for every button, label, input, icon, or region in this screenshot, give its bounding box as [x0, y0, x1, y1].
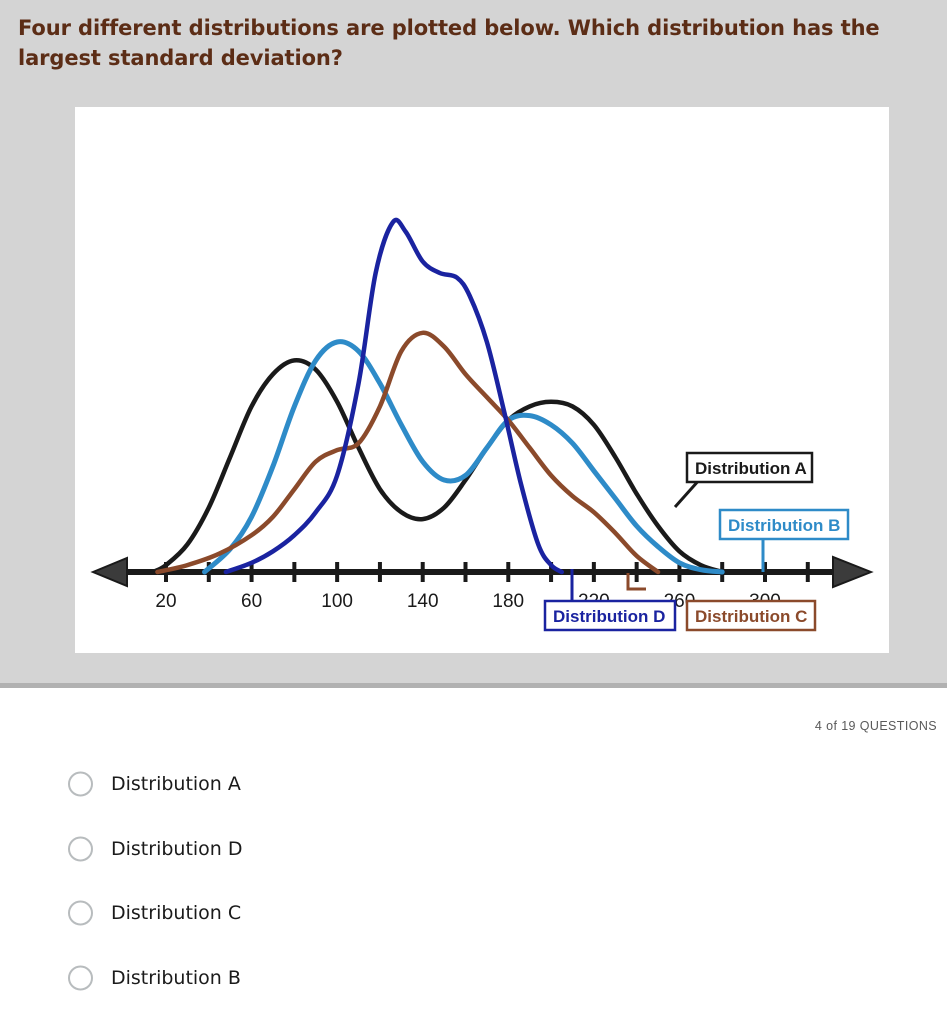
answer-option-distribution-d[interactable]: Distribution D: [0, 817, 947, 882]
answer-option-label: Distribution A: [111, 773, 241, 795]
curve-distribution-d: [226, 220, 562, 572]
radio-button[interactable]: [68, 901, 93, 926]
answer-option-label: Distribution B: [111, 967, 241, 989]
radio-button[interactable]: [68, 772, 93, 797]
radio-button[interactable]: [68, 965, 93, 990]
answer-option-distribution-a[interactable]: Distribution A: [0, 752, 947, 817]
callout-distribution-d: Distribution D: [545, 569, 675, 630]
callout-label-b: Distribution B: [728, 516, 840, 535]
section-divider: [0, 683, 947, 688]
curve-distribution-b: [205, 342, 723, 572]
question-text: Four different distributions are plotted…: [18, 14, 928, 74]
x-tick-label: 20: [155, 591, 176, 612]
answer-option-distribution-c[interactable]: Distribution C: [0, 881, 947, 946]
answer-option-distribution-b[interactable]: Distribution B: [0, 946, 947, 1010]
x-tick-label: 100: [321, 591, 353, 612]
answer-option-label: Distribution C: [111, 902, 241, 924]
callout-label-a: Distribution A: [695, 459, 807, 478]
x-tick-label: 140: [407, 591, 439, 612]
radio-button[interactable]: [68, 836, 93, 861]
distribution-chart-svg: 2060100140180220260300 Distribution A Di…: [75, 107, 889, 653]
callout-distribution-b: Distribution B: [720, 510, 848, 572]
answer-option-label: Distribution D: [111, 838, 243, 860]
x-tick-label: 180: [492, 591, 524, 612]
question-progress-counter: 4 of 19 QUESTIONS: [815, 719, 937, 733]
distribution-figure: 2060100140180220260300 Distribution A Di…: [75, 107, 889, 653]
question-panel: Four different distributions are plotted…: [0, 0, 947, 683]
x-tick-label: 60: [241, 591, 262, 612]
callout-label-d: Distribution D: [553, 607, 665, 626]
callout-label-c: Distribution C: [695, 607, 807, 626]
callout-distribution-a: Distribution A: [675, 453, 812, 507]
answer-options-list: Distribution A Distribution D Distribution…: [0, 752, 947, 1010]
